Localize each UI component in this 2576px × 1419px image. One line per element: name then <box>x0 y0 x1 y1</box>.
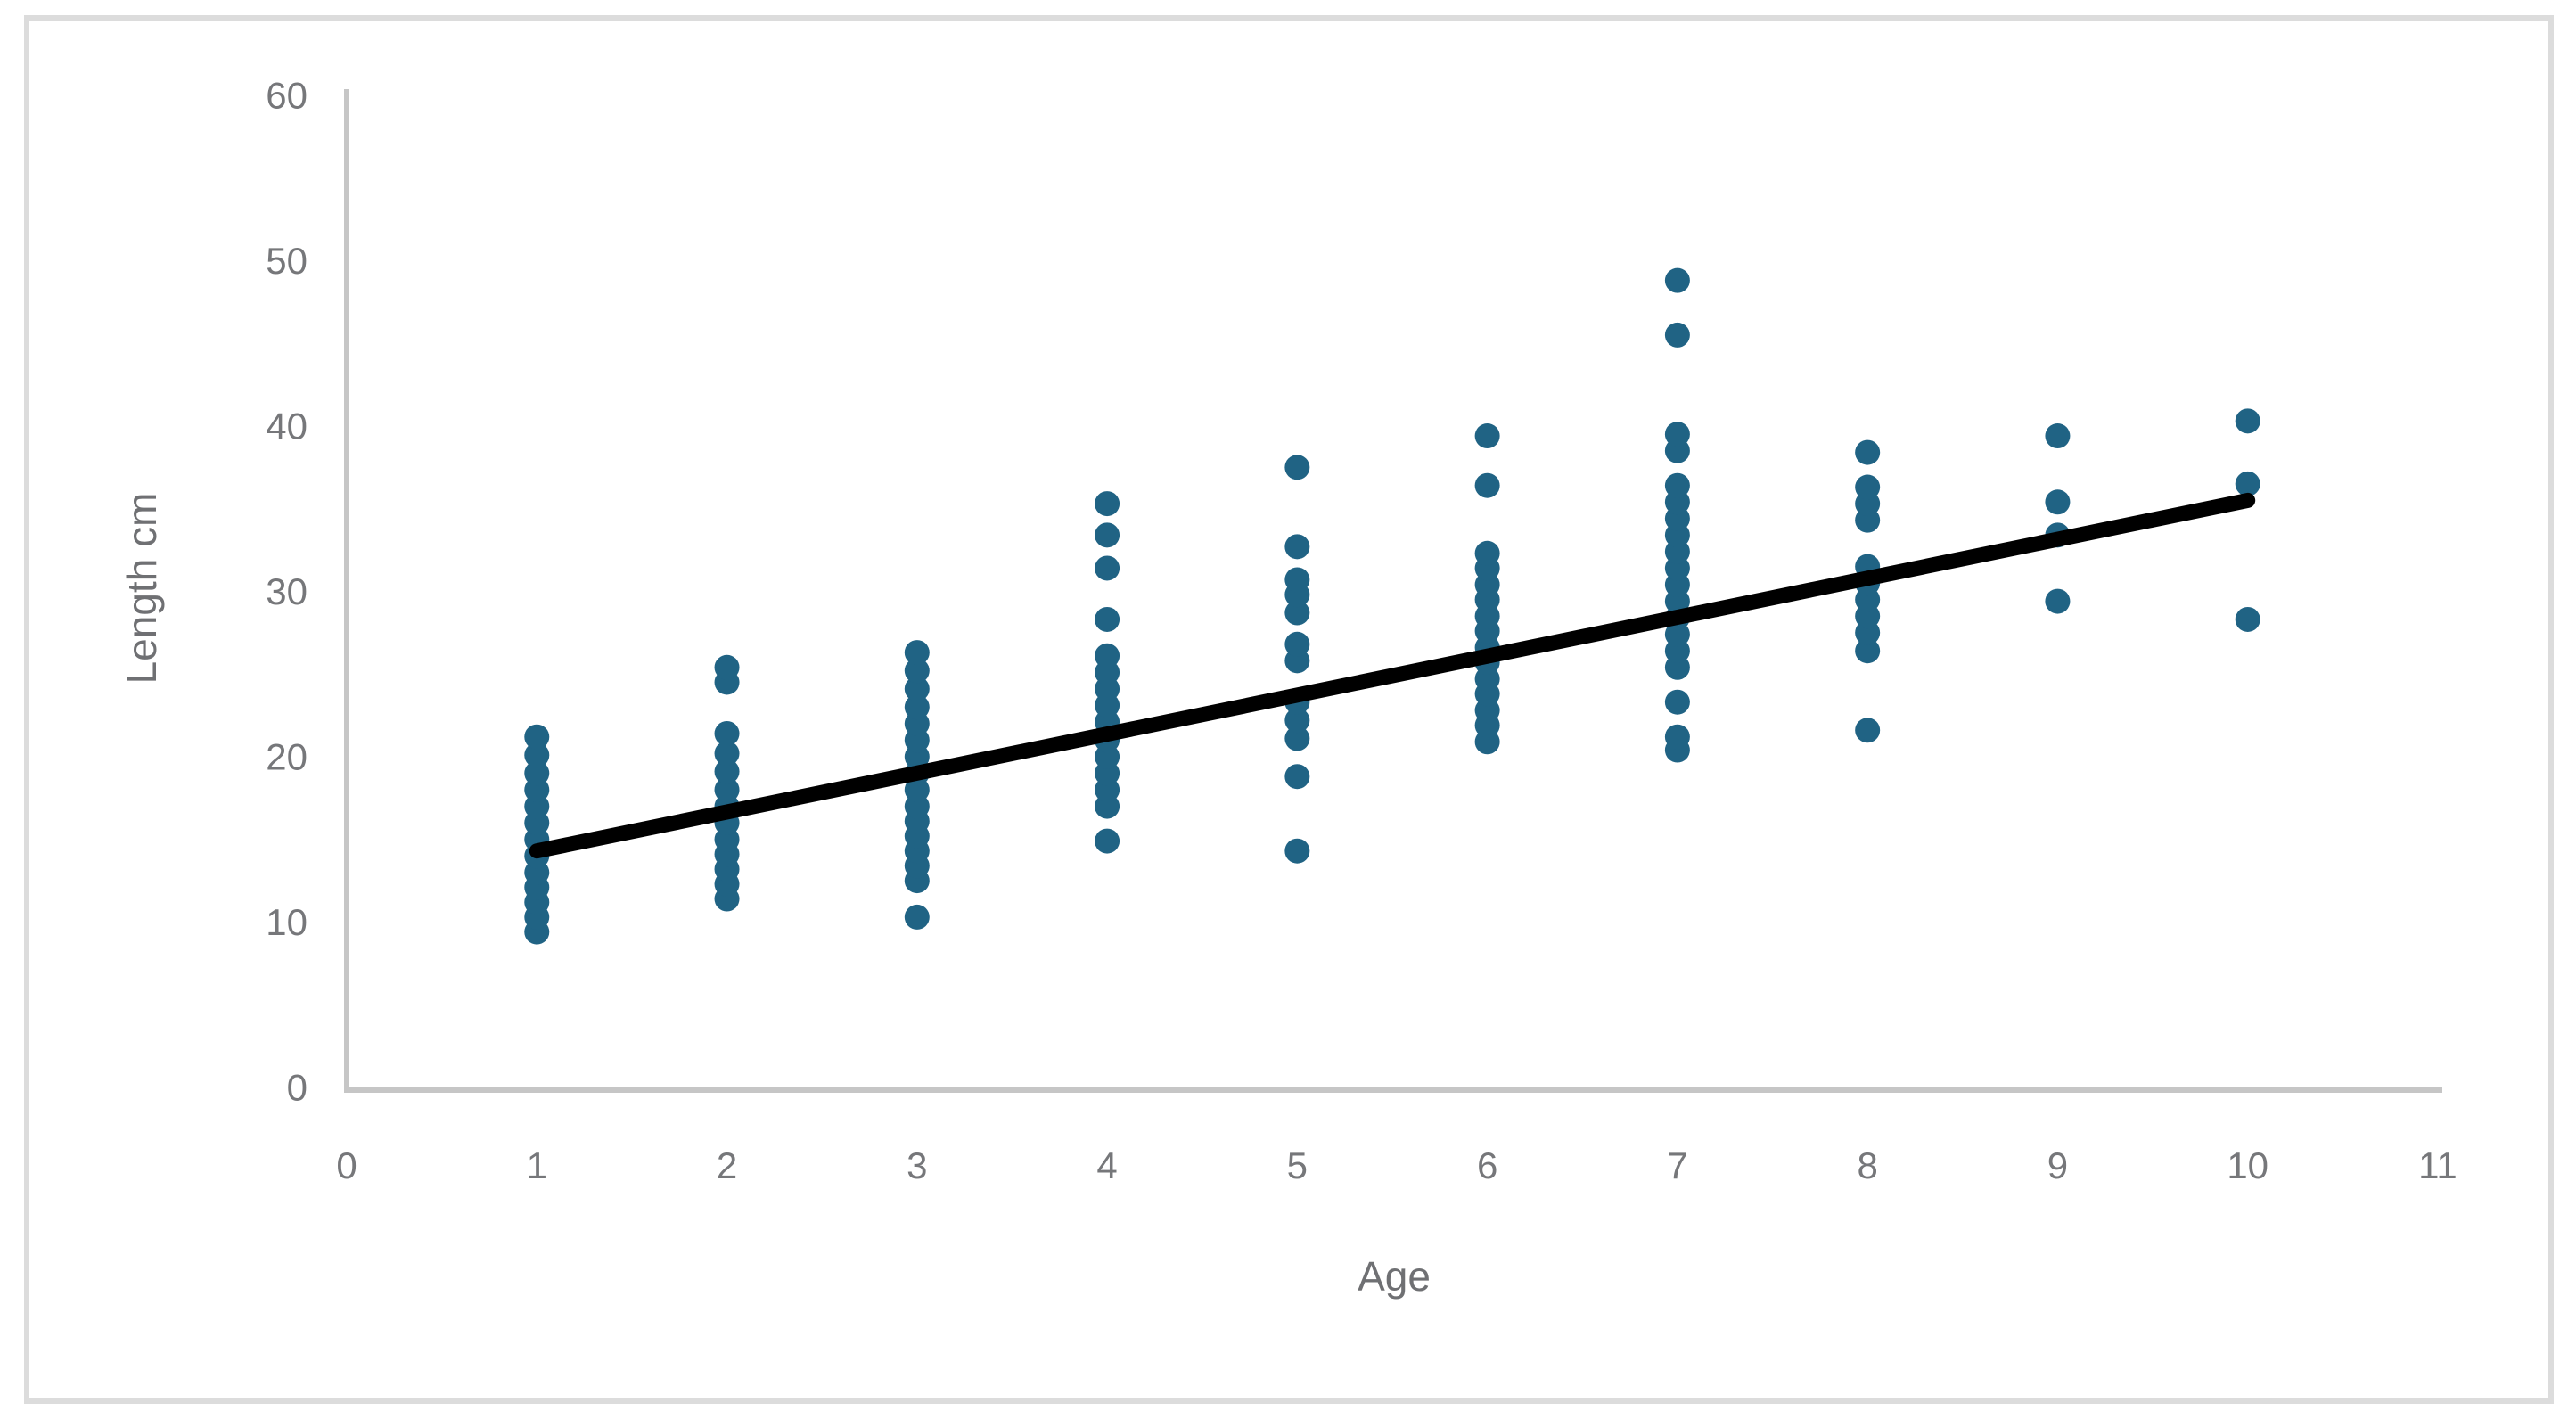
x-tick-label: 8 <box>1857 1144 1877 1186</box>
x-tick-label: 5 <box>1287 1144 1308 1186</box>
y-tick-label: 50 <box>266 240 308 282</box>
data-point <box>1095 491 1120 517</box>
data-point <box>1474 540 1500 566</box>
y-axis-title: Length cm <box>119 493 165 685</box>
data-point <box>1284 534 1310 560</box>
data-point <box>714 777 740 803</box>
data-point <box>904 676 930 701</box>
data-point <box>2235 471 2260 496</box>
data-point <box>1474 423 1500 449</box>
y-tick-label: 40 <box>266 405 308 447</box>
data-point <box>2045 588 2071 614</box>
data-point <box>1855 638 1881 664</box>
x-tick-label: 7 <box>1667 1144 1687 1186</box>
x-tick-label: 11 <box>2418 1144 2457 1186</box>
data-point <box>1284 838 1310 864</box>
data-point <box>1095 555 1120 581</box>
data-point <box>1284 567 1310 593</box>
data-point <box>1664 267 1690 293</box>
data-point <box>2235 408 2260 434</box>
data-point <box>1095 828 1120 854</box>
data-point <box>1855 718 1881 743</box>
x-tick-label: 3 <box>907 1144 927 1186</box>
data-point <box>2235 606 2260 632</box>
data-point <box>1664 322 1690 348</box>
data-point <box>2045 489 2071 515</box>
data-point <box>1095 643 1120 668</box>
data-point <box>1284 726 1310 751</box>
data-point <box>1664 724 1690 750</box>
y-tick-label: 30 <box>266 570 308 612</box>
data-point <box>904 640 930 666</box>
x-tick-label: 10 <box>2227 1144 2268 1186</box>
data-point <box>714 654 740 680</box>
data-point <box>524 724 550 750</box>
data-point <box>1284 631 1310 657</box>
x-tick-label: 9 <box>2047 1144 2068 1186</box>
data-point <box>2045 423 2071 449</box>
data-point <box>1664 422 1690 447</box>
data-point <box>524 742 550 768</box>
data-point <box>1095 522 1120 548</box>
data-point <box>1474 472 1500 498</box>
data-point <box>1664 689 1690 715</box>
data-point <box>1284 708 1310 734</box>
x-tick-label: 2 <box>717 1144 737 1186</box>
x-tick-label: 1 <box>527 1144 547 1186</box>
x-axis-title: Age <box>1358 1253 1431 1300</box>
data-point <box>524 760 550 786</box>
trend-line <box>529 492 2256 859</box>
x-tick-label: 6 <box>1477 1144 1497 1186</box>
data-point <box>904 658 930 684</box>
data-point <box>714 720 740 746</box>
y-tick-label: 10 <box>266 901 308 943</box>
y-tick-label: 0 <box>287 1067 308 1109</box>
y-tick-label: 60 <box>266 74 308 116</box>
x-tick-label: 4 <box>1096 1144 1117 1186</box>
data-point <box>904 694 930 720</box>
data-point <box>1284 600 1310 626</box>
y-tick-label: 20 <box>266 735 308 777</box>
data-point <box>714 759 740 784</box>
data-point <box>1664 472 1690 498</box>
data-point <box>1855 439 1881 465</box>
data-point <box>1855 474 1881 500</box>
data-point <box>1284 455 1310 480</box>
data-point <box>1284 764 1310 790</box>
data-point <box>1095 606 1120 632</box>
x-tick-label: 0 <box>336 1144 357 1186</box>
data-point <box>714 741 740 767</box>
data-point <box>904 904 930 930</box>
